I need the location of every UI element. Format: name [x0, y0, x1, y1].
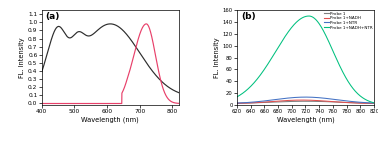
Probe 1+NADH — [234, 103, 239, 104]
Probe 1+NTR — [303, 96, 308, 98]
Probe 1 — [295, 101, 300, 102]
Probe 1+NADH+NTR — [307, 15, 311, 17]
Probe 1+NTR — [344, 100, 349, 102]
Probe 1 — [342, 102, 346, 103]
Probe 1+NTR — [234, 102, 239, 104]
Probe 1 — [329, 101, 333, 103]
Probe 1+NADH — [344, 102, 349, 103]
Probe 1+NADH+NTR — [329, 46, 333, 48]
Probe 1+NTR — [295, 96, 300, 98]
Probe 1+NADH — [295, 99, 300, 101]
Probe 1 — [344, 102, 349, 103]
Probe 1+NADH — [248, 102, 253, 104]
Probe 1+NADH — [290, 99, 294, 101]
Legend: Probe 1, Probe 1+NADH, Probe 1+NTR, Probe 1+NADH+NTR: Probe 1, Probe 1+NADH, Probe 1+NTR, Prob… — [324, 11, 373, 30]
Probe 1+NTR — [290, 97, 294, 98]
Probe 1 — [234, 102, 239, 104]
Line: Probe 1: Probe 1 — [237, 101, 374, 103]
Line: Probe 1+NADH: Probe 1+NADH — [237, 100, 374, 104]
Probe 1+NADH — [329, 101, 333, 102]
Probe 1+NTR — [248, 101, 253, 103]
Probe 1+NADH+NTR — [234, 96, 239, 98]
Probe 1 — [290, 101, 294, 102]
Probe 1+NTR — [372, 102, 376, 104]
Y-axis label: FL. Intensity: FL. Intensity — [214, 37, 220, 78]
X-axis label: Wavelength (nm): Wavelength (nm) — [277, 116, 335, 123]
Line: Probe 1+NTR: Probe 1+NTR — [237, 97, 374, 103]
Probe 1+NADH+NTR — [290, 26, 294, 28]
Probe 1+NADH+NTR — [342, 74, 346, 75]
Probe 1+NADH — [342, 102, 346, 103]
Text: (a): (a) — [46, 12, 60, 21]
Probe 1+NADH — [372, 103, 376, 104]
Probe 1 — [248, 102, 253, 104]
Probe 1+NADH+NTR — [295, 20, 300, 22]
Text: (b): (b) — [241, 12, 256, 21]
Probe 1+NADH+NTR — [248, 85, 253, 87]
X-axis label: Wavelength (nm): Wavelength (nm) — [81, 116, 139, 123]
Probe 1+NADH+NTR — [372, 102, 376, 104]
Probe 1 — [372, 102, 376, 104]
Y-axis label: FL. Intensity: FL. Intensity — [19, 37, 25, 78]
Probe 1+NTR — [329, 98, 333, 100]
Probe 1+NADH+NTR — [344, 78, 349, 80]
Line: Probe 1+NADH+NTR: Probe 1+NADH+NTR — [237, 16, 374, 103]
Probe 1+NADH — [300, 99, 304, 101]
Probe 1 — [303, 100, 308, 102]
Probe 1+NTR — [342, 100, 346, 102]
